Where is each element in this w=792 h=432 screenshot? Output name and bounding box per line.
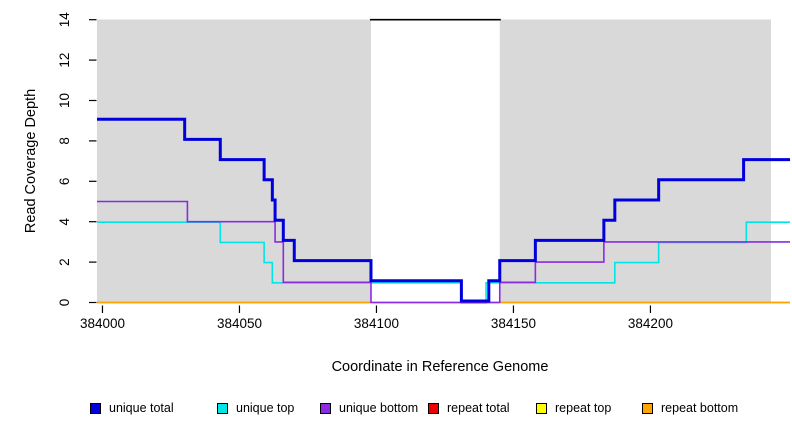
x-axis-label: Coordinate in Reference Genome: [332, 359, 549, 375]
legend-label: unique bottom: [339, 401, 419, 415]
legend-item-repeat-bottom: repeat bottom: [642, 399, 738, 417]
y-tick-label: 2: [57, 258, 72, 266]
legend-item-unique-total: unique total: [90, 399, 174, 417]
legend-label: repeat top: [555, 401, 612, 415]
legend-item-unique-top: unique top: [217, 399, 294, 417]
legend-label: repeat total: [447, 401, 510, 415]
series-line-unique-bottom: [97, 200, 790, 304]
y-tick-label: 8: [57, 137, 72, 145]
x-tick-label: 384150: [491, 316, 536, 331]
legend-swatch-unique-total: [90, 402, 101, 414]
legend-item-repeat-top: repeat top: [536, 399, 611, 417]
x-tick-label: 384000: [80, 316, 125, 331]
y-tick-label: 12: [57, 53, 72, 68]
legend-swatch-repeat-total: [428, 402, 439, 414]
legend-swatch-repeat-bottom: [642, 402, 653, 414]
legend-item-repeat-total: repeat total: [428, 399, 510, 417]
x-tick-label: 384050: [217, 316, 262, 331]
legend-swatch-repeat-top: [536, 402, 547, 414]
y-tick-label: 4: [57, 217, 72, 225]
legend: unique total unique top unique bottom repea…: [0, 399, 792, 421]
coverage-plot: 384000 384050 384100 384150 384200 0 2 4 6 8 10 12 1…: [23, 12, 790, 375]
masked-region: [370, 19, 500, 303]
x-tick-label: 384100: [354, 316, 399, 331]
legend-label: unique top: [236, 401, 295, 415]
y-tick-label: 14: [57, 12, 72, 28]
x-tick-label: 384200: [628, 316, 673, 331]
legend-item-unique-bottom: unique bottom: [320, 399, 418, 417]
y-tick-label: 10: [57, 93, 72, 108]
legend-label: unique total: [109, 401, 174, 415]
legend-label: repeat bottom: [661, 401, 739, 415]
y-tick-label: 0: [57, 299, 72, 307]
legend-swatch-unique-bottom: [320, 402, 331, 414]
y-tick-label: 6: [57, 178, 72, 186]
legend-swatch-unique-top: [217, 402, 228, 414]
series-line-unique-total: [97, 117, 790, 303]
y-axis-label: Read Coverage Depth: [23, 89, 39, 233]
